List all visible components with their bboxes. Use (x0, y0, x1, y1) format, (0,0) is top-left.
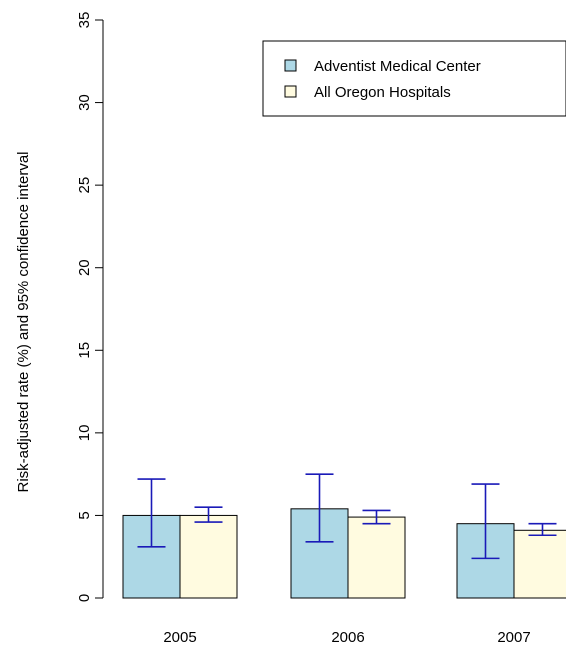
y-tick-label: 15 (76, 342, 93, 359)
y-tick-label: 35 (76, 12, 93, 29)
legend-box (262, 40, 566, 117)
y-tick-label: 10 (76, 425, 93, 442)
x-tick-label: 2006 (331, 629, 364, 646)
y-tick-label: 25 (76, 177, 93, 194)
bars (122, 508, 566, 599)
x-axis-tick-labels: 2005 2006 2007 (163, 629, 530, 646)
error-bars (137, 473, 557, 560)
y-tick-label: 0 (76, 594, 93, 602)
error-bar-2007-oregon (528, 522, 557, 537)
bar-2006-oregon (347, 516, 406, 599)
error-bar-2005-oregon (194, 506, 223, 523)
x-tick-label: 2005 (163, 629, 196, 646)
legend-swatch (284, 85, 297, 98)
y-tick-label: 5 (76, 511, 93, 519)
bar-2007-oregon (513, 529, 566, 599)
y-axis: 0 5 10 15 20 25 30 35 (76, 12, 104, 602)
legend: Adventist Medical Center All Oregon Hospi… (262, 40, 566, 117)
y-tick-label: 30 (76, 94, 93, 111)
error-bar-2006-adventist (305, 473, 334, 543)
legend-label: Adventist Medical Center (314, 58, 481, 75)
error-bar-2005-adventist (137, 478, 166, 548)
bar-2005-oregon (179, 514, 238, 599)
legend-swatch (284, 59, 297, 72)
error-bar-2006-oregon (362, 509, 391, 525)
y-axis-label: Risk-adjusted rate (%) and 95% confidenc… (15, 151, 32, 492)
y-tick-label: 20 (76, 259, 93, 276)
legend-label: All Oregon Hospitals (314, 84, 451, 101)
x-tick-label: 2007 (497, 629, 530, 646)
error-bar-2007-adventist (471, 483, 500, 560)
